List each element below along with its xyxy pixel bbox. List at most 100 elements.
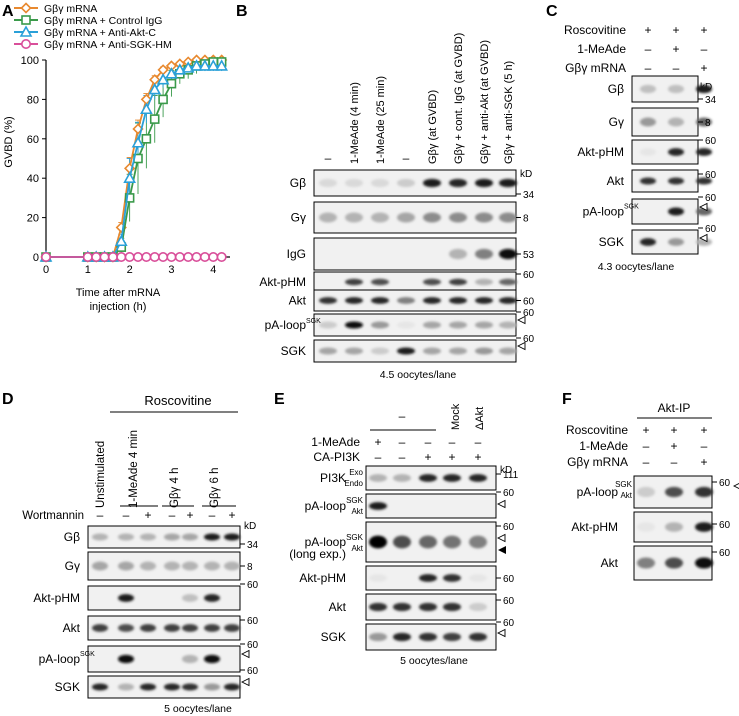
blot-g-band: [345, 178, 363, 188]
panel-d-header: Roscovitine: [144, 393, 211, 408]
blot-aktphm-band: [499, 278, 517, 286]
blot-label: Akt-pHM: [33, 591, 80, 605]
blot-pik: [365, 465, 497, 491]
blot-akt: [633, 545, 713, 581]
blot-label-subtitle: (long exp.): [289, 547, 346, 561]
blot-g-band: [499, 178, 517, 188]
panel-c-conditions: Roscovitine + + +1-MeAde – + – Gβγ mRNA – – +: [564, 23, 708, 75]
blot-pik-band: [469, 474, 487, 482]
blot-paloop-band: [182, 654, 198, 664]
blot-akt-band: [419, 602, 437, 612]
panel-d-wortmannin-label: Wortmannin: [22, 510, 84, 522]
mw-marker: 60: [503, 522, 515, 533]
blot-label: Akt-pHM: [259, 275, 306, 289]
blot-sgk-band: [345, 347, 363, 355]
blot-paloop-band: [665, 486, 683, 498]
blot-g-band: [92, 561, 108, 571]
panel-f-blots: pA-loop Akt-pHM Akt SGK Akt 60 60 60: [571, 475, 739, 581]
blot-g-band: [140, 533, 156, 541]
x-tick-label: 3: [168, 264, 174, 276]
blot-akt: [313, 289, 517, 312]
blot-label: pA-loop: [305, 535, 347, 549]
panel-e-kd: kD: [500, 465, 512, 476]
lane-label: Gβγ + anti-SGK (5 h): [503, 61, 515, 164]
lane-label: Gβγ (at GVBD): [427, 90, 439, 164]
blot-aktphm-band: [118, 594, 134, 602]
blot-label: SGK: [599, 235, 624, 249]
panel-d-footer: 5 oocytes/lane: [164, 703, 232, 715]
blot-akt-band: [449, 297, 467, 304]
blot-aktphm-band: [668, 148, 684, 156]
blot-paloop-band: [499, 321, 517, 329]
panel-d-lane-labels: Unstimulated 1-MeAde 4 min Gβγ 4 h Gβγ 6 h: [95, 430, 236, 508]
blot-aktphm: [313, 271, 517, 293]
blot-g-band: [668, 117, 684, 127]
blot-g-band: [118, 561, 134, 571]
series-line: [46, 65, 222, 258]
blot-paloop-band: [345, 321, 363, 329]
blot-sgk-band: [204, 683, 220, 691]
wortmannin-value: –: [97, 508, 104, 522]
mw-marker: 34: [247, 540, 259, 551]
panel-d: D Roscovitine Unstimulated 1-MeAde 4 min G…: [2, 391, 259, 715]
blot-g-band: [640, 117, 656, 127]
data-point: [114, 234, 128, 247]
data-point: [158, 94, 168, 105]
condition-value: +: [700, 61, 707, 75]
panel-b: B – 1-MeAde (4 min) 1-MeAde (25 min) – Gβγ (…: [236, 3, 535, 381]
condition-value: –: [425, 435, 432, 449]
data-point: [141, 134, 152, 144]
blot-label: SGK: [55, 680, 80, 694]
blot-paloop: [631, 198, 712, 225]
data-point: [99, 252, 110, 263]
data-point: [149, 114, 160, 124]
condition-value: +: [474, 450, 481, 464]
blot-akt-band: [224, 624, 240, 632]
small-label: SGK: [615, 480, 633, 489]
blot-akt-band: [469, 602, 487, 612]
data-point: [148, 82, 162, 95]
data-point: [208, 252, 219, 263]
blot-paloop-band: [369, 502, 387, 510]
blot-sgk-band: [369, 632, 387, 642]
akt-arrowhead: [498, 546, 506, 554]
condition-value: –: [645, 61, 652, 75]
blot-g-band: [423, 178, 441, 188]
blot-label: Akt: [329, 600, 347, 614]
wortmannin-value: +: [228, 508, 235, 522]
condition-value: +: [700, 23, 707, 37]
blot-pik-band: [393, 474, 411, 482]
panel-d-kd: kD: [244, 521, 256, 532]
data-point: [140, 102, 153, 115]
condition-value: –: [701, 439, 708, 453]
condition-value: +: [700, 423, 707, 437]
data-point: [166, 252, 177, 263]
blot-aktphm-band: [443, 574, 461, 582]
wortmannin-value: –: [123, 508, 130, 522]
data-point: [91, 252, 102, 263]
blot-g-band: [397, 178, 415, 188]
blot-label-superscript: SGK: [624, 204, 639, 211]
blot-igg-band: [499, 248, 517, 260]
panel-c-letter: C: [546, 3, 558, 20]
wortmannin-value: +: [186, 508, 193, 522]
x-tick-label: 4: [210, 264, 216, 276]
data-point: [116, 252, 127, 263]
sgk-arrowhead: [698, 202, 708, 212]
data-point: [199, 252, 210, 263]
mw-marker: 60: [523, 270, 535, 281]
blot-aktphm: [87, 585, 241, 611]
data-point: [181, 61, 195, 73]
blot-sgk-band: [182, 683, 198, 691]
blot-g-band: [449, 178, 467, 188]
y-tick-label: 0: [33, 252, 39, 264]
lane-label: Gβγ 4 h: [169, 468, 181, 509]
blot-paloop-band: [696, 207, 712, 216]
blot-sgk-band: [371, 347, 389, 355]
blot-label: pA-loop: [39, 652, 81, 666]
small-label: SGK: [346, 533, 364, 542]
blot-label: Gβ: [290, 176, 306, 190]
data-point: [174, 252, 185, 263]
